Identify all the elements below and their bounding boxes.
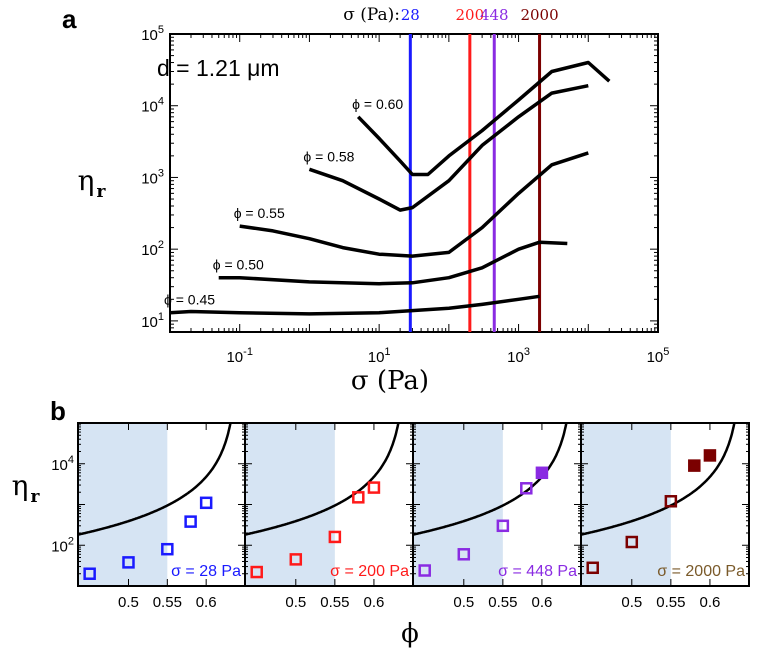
y-tick-label: 103 — [141, 167, 164, 187]
data-point — [457, 548, 471, 561]
series-label-1: ϕ = 0.50 — [213, 257, 264, 273]
data-point — [122, 556, 135, 569]
panel-b-ylabel-eta: η — [12, 469, 29, 502]
panel-a-ylabel-sub: r — [97, 182, 107, 202]
stress-label-2000: 2000 — [520, 6, 558, 24]
series-label-3: ϕ = 0.58 — [303, 148, 354, 164]
subpanel-label-0: σ = 28 Pa — [171, 563, 241, 580]
subpanel-label-1: σ = 200 Pa — [330, 563, 409, 580]
x-tick-label: 10-1 — [226, 346, 252, 366]
y-tick-label: 104 — [141, 96, 164, 116]
shaded-region — [581, 423, 671, 586]
panel-b-ylabel: η r — [12, 469, 41, 507]
stress-label-28: 28 — [401, 6, 420, 24]
panel-b-ylabel-sub: r — [31, 487, 41, 507]
x-tick-label: 0.5 — [118, 594, 139, 611]
x-tick-label: 0.6 — [532, 594, 553, 611]
series-line-3 — [308, 83, 589, 212]
data-point — [664, 495, 678, 508]
stress-header: σ (Pa): — [343, 5, 400, 25]
data-point — [703, 449, 717, 462]
data-point — [520, 482, 533, 495]
series-label-4: ϕ = 0.60 — [352, 96, 403, 112]
stress-label-200: 200 — [456, 6, 485, 24]
x-tick-label: 0.6 — [196, 594, 217, 611]
y-tick-label: 105 — [141, 24, 164, 44]
data-point — [250, 565, 263, 579]
subpanel-3: 0.5 0.55 0.6 σ = 2000 Pa — [580, 422, 750, 611]
y-tick-label: 104 — [51, 454, 74, 474]
x-tick-label: 0.55 — [656, 594, 685, 611]
diameter-annotation: d = 1.21 μm — [157, 55, 280, 81]
fit-curve — [78, 423, 232, 536]
data-point — [625, 535, 639, 549]
subpanel-0: 0.5 0.55 0.6 σ = 28 Pa — [77, 422, 246, 611]
panel-a-label: a — [62, 4, 77, 34]
y-tick-label: 101 — [141, 311, 164, 331]
x-tick-label: 105 — [647, 346, 670, 366]
series-label-2: ϕ = 0.55 — [234, 205, 285, 221]
x-tick-label: 103 — [507, 346, 530, 366]
x-tick-label: 0.5 — [621, 594, 642, 611]
y-tick-label: 102 — [51, 535, 74, 555]
subpanel-2: 0.5 0.55 0.6 σ = 448 Pa — [412, 422, 582, 611]
series-line-0 — [169, 294, 540, 316]
data-point — [184, 515, 197, 528]
panel-b: b ϕ η r 0.5 0.55 0.6 σ = 28 Pa 0.5 0.55 0.6 σ =… — [12, 396, 750, 649]
series-line-4 — [356, 60, 611, 177]
data-point — [586, 561, 599, 575]
panel-b-xlabel: ϕ — [401, 619, 419, 649]
data-point — [328, 530, 342, 544]
panel-a: a σ (Pa): d = 1.21 μm σ (Pa) η r 10-1 101… — [62, 4, 669, 396]
data-point — [352, 491, 365, 504]
stress-label-448: 448 — [480, 6, 509, 24]
data-point — [289, 553, 303, 566]
subpanel-label-3: σ = 2000 Pa — [657, 563, 745, 580]
panel-a-xlabel: σ (Pa) — [351, 366, 429, 396]
panel-a-ylabel-eta: η — [78, 164, 95, 197]
fit-curve — [581, 423, 736, 536]
subpanel-1: 0.5 0.55 0.6 σ = 200 Pa — [244, 422, 414, 611]
x-tick-label: 0.5 — [285, 594, 306, 611]
data-point — [688, 459, 701, 472]
x-tick-label: 0.6 — [700, 594, 721, 611]
data-point — [535, 466, 549, 480]
data-point — [418, 564, 431, 577]
data-point — [83, 567, 96, 580]
fit-curve — [245, 423, 400, 536]
x-tick-label: 0.6 — [364, 594, 385, 611]
y-tick-label: 102 — [141, 239, 164, 259]
data-point — [161, 542, 174, 556]
panel-a-ylabel: η r — [78, 164, 107, 202]
panel-b-label: b — [50, 396, 66, 426]
series-line-2 — [239, 151, 589, 258]
x-tick-label: 101 — [368, 346, 391, 366]
data-point — [199, 496, 213, 510]
series-line-1 — [218, 240, 568, 286]
x-tick-label: 0.55 — [320, 594, 349, 611]
data-point — [496, 519, 510, 533]
shaded-region — [413, 423, 503, 586]
series-label-0: ϕ = 0.45 — [164, 292, 215, 308]
x-tick-label: 0.55 — [488, 594, 517, 611]
data-point — [367, 481, 381, 494]
x-tick-label: 0.5 — [453, 594, 474, 611]
x-tick-label: 0.55 — [153, 594, 182, 611]
subpanel-label-2: σ = 448 Pa — [498, 563, 577, 580]
panel-a-frame — [169, 33, 659, 333]
